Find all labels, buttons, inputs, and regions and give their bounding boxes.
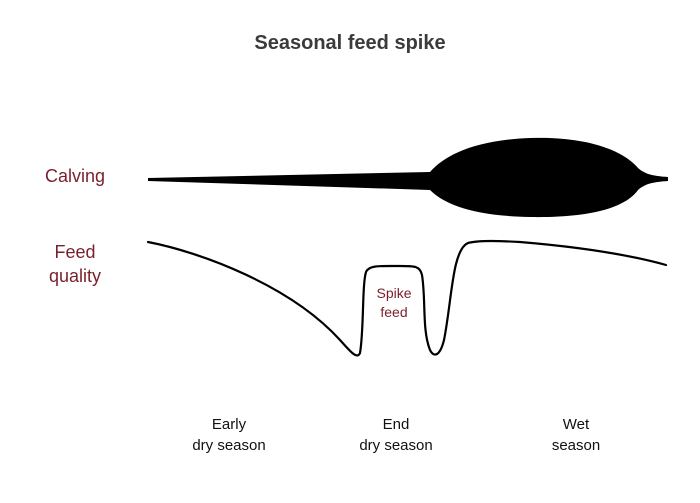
feed-quality-label: Feed quality <box>30 240 120 288</box>
feed-quality-curve <box>146 239 668 357</box>
season-label-wet: Wet season <box>506 414 646 456</box>
feed-quality-label-line1: Feed <box>54 242 96 262</box>
spike-feed-line2: feed <box>380 304 408 320</box>
season-label-line1: Wet <box>562 416 590 433</box>
season-label-line2: season <box>551 437 601 454</box>
season-label-line2: dry season <box>192 437 266 454</box>
season-label-end-dry: End dry season <box>326 414 466 456</box>
feed-quality-label-line2: quality <box>48 266 102 286</box>
spike-feed-annotation: Spike feed <box>364 284 424 322</box>
calving-band <box>148 137 668 218</box>
spike-feed-line1: Spike <box>376 285 412 301</box>
season-label-line1: End <box>382 416 410 433</box>
calving-label: Calving <box>44 166 106 186</box>
diagram-title: Seasonal feed spike <box>254 32 446 54</box>
season-label-line1: Early <box>211 416 247 433</box>
season-label-early-dry: Early dry season <box>159 414 299 456</box>
season-label-line2: dry season <box>359 437 433 454</box>
